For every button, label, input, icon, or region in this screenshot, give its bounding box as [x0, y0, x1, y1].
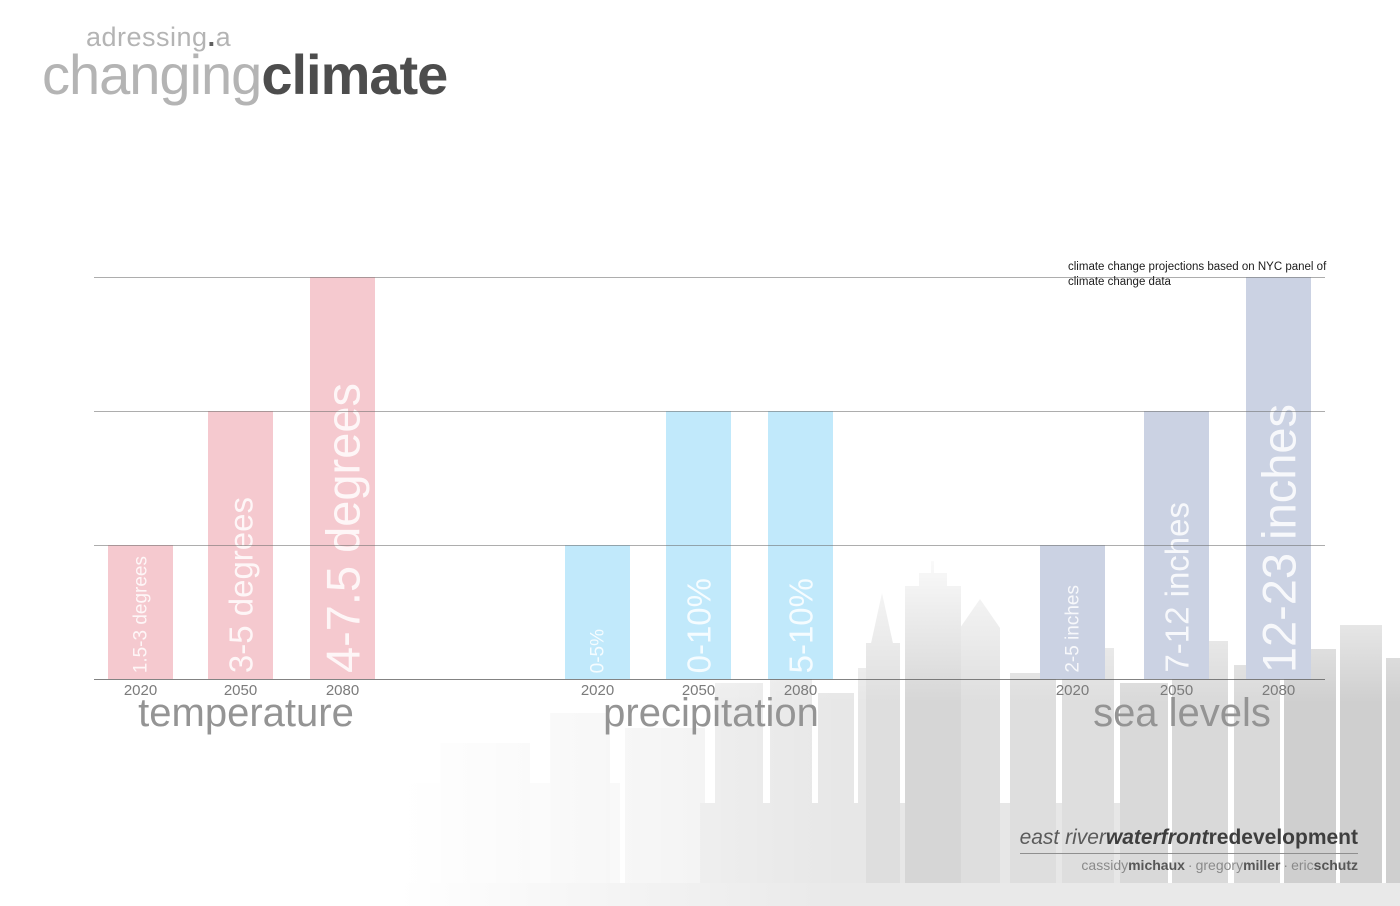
annotation-line1: climate change projections based on NYC … [1068, 261, 1327, 273]
bar-value-label: 5-10% [782, 577, 819, 673]
bar-value-label: 4-7.5 degrees [316, 382, 369, 673]
annotation-line2: climate change data [1068, 275, 1171, 288]
gridline [94, 277, 1325, 278]
bar-value-label: 7-12 inches [1158, 502, 1195, 673]
credit-first: gregory [1195, 857, 1244, 873]
group-label-temperature: temperature [138, 691, 354, 735]
bar-value-label: 1.5-3 degrees [130, 555, 151, 673]
credit-last: miller [1243, 857, 1281, 873]
year-label-2020: 2020 [580, 682, 615, 699]
bar-value-label: 0-5% [587, 628, 608, 673]
year-label-2050: 2050 [681, 682, 716, 699]
project-title-bold: redevelopment [1208, 826, 1358, 849]
bar-sea-levels-2020: 2-5 inches [1040, 545, 1105, 679]
bar-value-label: 12-23 inches [1252, 403, 1305, 673]
bar-value-label: 2-5 inches [1062, 585, 1083, 673]
bar-value-label: 3-5 degrees [222, 496, 259, 673]
group-label-sea-levels: sea levels [1093, 691, 1271, 735]
group-label-precipitation: precipitation [603, 691, 819, 735]
footer: east riverwaterfrontredevelopment cassid… [1019, 826, 1358, 873]
gridline [94, 545, 1325, 546]
credit-last: schutz [1313, 857, 1358, 873]
project-title-italic: east river [1019, 826, 1106, 849]
source-annotation: climate change projections based on NYC … [1068, 260, 1334, 289]
credits: cassidymichaux · gregorymiller · ericschutz [1020, 857, 1358, 873]
year-label-2050: 2050 [223, 682, 258, 699]
project-title: east riverwaterfrontredevelopment [1019, 826, 1358, 854]
credit-separator: · [1187, 857, 1193, 873]
year-label-2080: 2080 [325, 682, 360, 699]
slide-title: adressing.a changingclimate [42, 22, 448, 103]
gridline [94, 679, 1325, 680]
title-main: changingclimate [42, 47, 448, 103]
title-dot: . [207, 22, 216, 52]
title-superscript: adressing.a [86, 22, 232, 52]
year-label-2080: 2080 [783, 682, 818, 699]
credit-separator: · [1283, 857, 1289, 873]
year-label-2020: 2020 [123, 682, 158, 699]
credit-first: eric [1291, 857, 1314, 873]
credit-last: michaux [1128, 857, 1185, 873]
year-label-2020: 2020 [1055, 682, 1090, 699]
title-light-word: changing [42, 43, 262, 106]
project-title-bold-italic: waterfront [1105, 826, 1209, 849]
year-label-2050: 2050 [1159, 682, 1194, 699]
bar-temperature-2080: 4-7.5 degrees [310, 277, 375, 679]
title-bold-word: climate [261, 43, 448, 106]
gridline [94, 411, 1325, 412]
bar-precipitation-2020: 0-5% [565, 545, 630, 679]
bar-value-label: 0-10% [680, 577, 717, 673]
bar-sea-levels-2080: 12-23 inches [1246, 277, 1311, 679]
year-label-2080: 2080 [1261, 682, 1296, 699]
bar-temperature-2020: 1.5-3 degrees [108, 545, 173, 679]
credit-first: cassidy [1081, 857, 1129, 873]
